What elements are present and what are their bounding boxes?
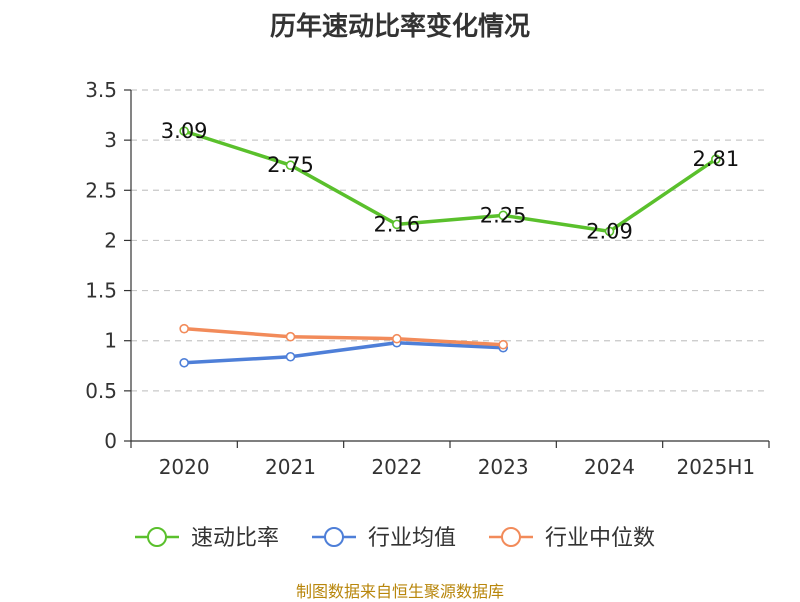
- data-point[interactable]: [392, 219, 402, 230]
- series-lines: [179, 126, 721, 368]
- legend-item[interactable]: 行业均值: [312, 526, 456, 551]
- data-label: 2.09: [586, 219, 633, 243]
- y-tick-label: 2.5: [85, 178, 117, 202]
- data-point[interactable]: [498, 339, 508, 350]
- x-tick-label: 2024: [584, 455, 635, 479]
- legend-label: 行业中位数: [545, 526, 655, 551]
- series-line: [184, 326, 504, 347]
- data-label: 3.09: [161, 119, 208, 143]
- data-point[interactable]: [285, 331, 296, 342]
- data-label: 2.81: [692, 147, 739, 171]
- data-label: 2.25: [480, 203, 527, 227]
- legend-marker-icon: [324, 527, 344, 547]
- y-tick-label: 3.5: [85, 78, 117, 102]
- source-note: 制图数据来自恒生聚源数据库: [295, 582, 504, 601]
- data-point[interactable]: [498, 210, 508, 221]
- y-tick-label: 1: [104, 329, 117, 353]
- y-tick-label: 2: [104, 228, 117, 252]
- data-point[interactable]: [392, 333, 402, 344]
- data-point[interactable]: [179, 357, 189, 368]
- y-tick-label: 0.5: [85, 379, 117, 403]
- legend-item[interactable]: 行业中位数: [489, 526, 655, 551]
- x-tick-label: 2021: [265, 455, 316, 479]
- legend-label: 行业均值: [368, 526, 456, 551]
- x-tick-label: 2020: [159, 455, 210, 479]
- series-line: [184, 340, 504, 365]
- x-tick-label: 2022: [371, 455, 422, 479]
- data-point[interactable]: [285, 351, 296, 362]
- chart-title: 历年速动比率变化情况: [269, 12, 530, 42]
- data-point[interactable]: [179, 126, 189, 136]
- x-tick-label: 2025H1: [676, 455, 755, 479]
- legend-marker-icon: [501, 527, 521, 547]
- legend-item[interactable]: 速动比率: [135, 526, 279, 551]
- legend-marker-icon: [147, 527, 167, 547]
- data-point[interactable]: [179, 323, 189, 334]
- data-point[interactable]: [285, 160, 296, 171]
- x-tick-label: 2023: [478, 455, 529, 479]
- axes: 0 0.5 1 1.5 2 2.5 3 3.5 2020 2021 2022 2023 2024 2025…: [85, 78, 770, 479]
- data-label: 2.75: [267, 153, 314, 177]
- data-labels: 3.09 2.75 2.16 2.25 2.09 2.81: [161, 119, 739, 243]
- data-point[interactable]: [711, 154, 721, 164]
- data-point[interactable]: [604, 226, 615, 237]
- series-line: [183, 129, 717, 234]
- legend[interactable]: 速动比率 行业均值 行业中位数: [135, 526, 655, 551]
- y-tick-label: 0: [104, 429, 117, 453]
- legend-label: 速动比率: [191, 526, 279, 551]
- y-tick-label: 1.5: [85, 279, 117, 303]
- y-tick-label: 3: [104, 128, 117, 152]
- data-label: 2.16: [373, 212, 420, 236]
